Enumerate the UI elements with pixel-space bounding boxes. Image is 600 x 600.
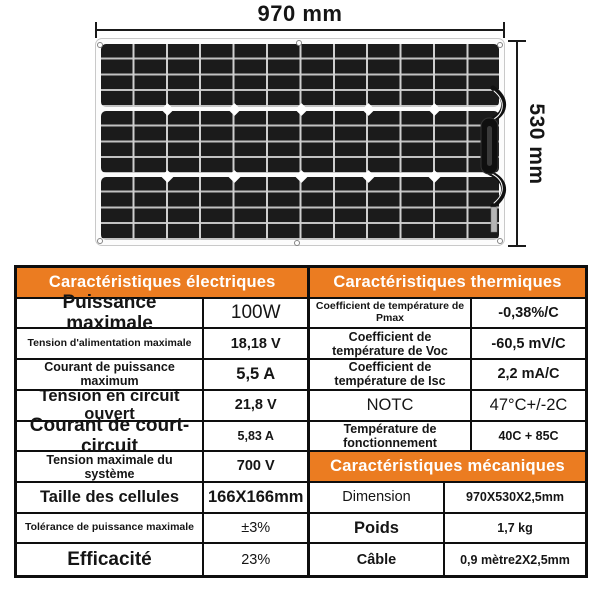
height-dimension-line — [508, 40, 526, 247]
spec-value: 100W — [230, 302, 281, 324]
mounting-hole — [97, 42, 103, 48]
spec-label: Coefficient de température de Isc — [310, 360, 472, 389]
spec-value: 700 V — [236, 458, 275, 475]
spec-value: 1,7 kg — [497, 520, 533, 535]
spec-label: Courant de court-circuit — [17, 415, 204, 457]
spec-label: Câble — [310, 544, 445, 575]
spec-value: 23% — [241, 551, 271, 568]
spec-row: Tension d'alimentation maximale 18,18 V — [17, 329, 308, 361]
spec-value: 21,8 V — [234, 397, 277, 414]
spec-row: Efficacité 23% — [17, 544, 307, 575]
junction-box — [480, 85, 506, 233]
spec-row: Courant de puissance maximum 5,5 A — [17, 360, 308, 391]
width-dimension-label: 970 mm — [257, 1, 343, 26]
spec-row: Coefficient de température de Pmax -0,38… — [310, 298, 585, 330]
spec-label: Dimension — [310, 482, 445, 512]
spec-row: Coefficient de température de Isc 2,2 mA… — [310, 360, 585, 391]
spec-label: Coefficient de température de Voc — [310, 329, 472, 359]
table-header-row: Caractéristiques électriques — [17, 268, 308, 299]
spec-row: Dimension 970X530X2,5mm — [310, 482, 585, 514]
cell-group — [101, 110, 499, 174]
spec-value: 0,9 mètre2X2,5mm — [460, 552, 570, 567]
spec-row: Puissance maximale 100W — [17, 292, 308, 334]
spec-label: Poids — [310, 513, 445, 543]
spec-value: 5,83 A — [237, 428, 274, 443]
spec-row: NOTC 47°C+/-2C — [310, 390, 585, 422]
spec-row: Coefficient de température de Voc -60,5 … — [310, 329, 585, 361]
solar-panel-image — [95, 38, 505, 246]
electrical-header: Caractéristiques électriques — [17, 268, 308, 297]
spec-row: Tolérance de puissance maximale ±3% — [17, 513, 308, 545]
spec-value: 18,18 V — [230, 335, 281, 352]
spec-table: Caractéristiques électriques Puissance m… — [14, 265, 588, 578]
table-header-row: Caractéristiques thermiques — [310, 268, 585, 299]
spec-value: -0,38%/C — [498, 304, 559, 321]
spec-label: Puissance maximale — [17, 292, 204, 334]
table-header-row: Caractéristiques mécaniques — [310, 452, 585, 483]
cell-group — [101, 44, 499, 107]
spec-row: Tension maximale du système 700 V — [17, 452, 308, 483]
mounting-hole — [97, 238, 103, 244]
spec-label: NOTC — [310, 390, 472, 420]
mounting-hole — [497, 238, 503, 244]
thermal-mechanical-table: Caractéristiques thermiques Coefficient … — [307, 268, 585, 575]
spec-value: 47°C+/-2C — [489, 395, 568, 414]
spec-row: Poids 1,7 kg — [310, 513, 585, 545]
mechanical-header: Caractéristiques mécaniques — [310, 452, 585, 481]
spec-label: Coefficient de température de Pmax — [310, 298, 472, 328]
spec-label: Température de fonctionnement — [310, 421, 472, 451]
cable-highlight — [489, 172, 503, 204]
cell-group — [101, 177, 499, 241]
spec-label: Courant de puissance maximum — [17, 360, 204, 389]
spec-row: Câble 0,9 mètre2X2,5mm — [310, 544, 585, 575]
spec-value: 5,5 A — [236, 365, 276, 384]
spec-label: Taille des cellules — [17, 482, 204, 512]
spec-value: 970X530X2,5mm — [466, 490, 564, 505]
width-dimension-line — [95, 22, 505, 38]
mounting-hole — [294, 240, 300, 246]
spec-value: 40C + 85C — [498, 428, 559, 443]
spec-label: Tension d'alimentation maximale — [17, 329, 204, 359]
spec-label: Tension maximale du système — [17, 452, 204, 481]
junction-box-slot — [487, 126, 492, 166]
spec-value: -60,5 mV/C — [491, 335, 566, 352]
mounting-hole — [296, 40, 302, 46]
spec-value: 166X166mm — [208, 488, 304, 506]
spec-row: Taille des cellules 166X166mm — [17, 482, 308, 514]
electrical-table: Caractéristiques électriques Puissance m… — [17, 268, 308, 575]
spec-row: Courant de court-circuit 5,83 A — [17, 415, 308, 457]
spec-row: Tension en circuit ouvert 21,8 V — [17, 387, 308, 423]
spec-label: Tension en circuit ouvert — [17, 387, 204, 423]
thermal-header: Caractéristiques thermiques — [310, 268, 585, 297]
spec-label: Tolérance de puissance maximale — [17, 513, 204, 543]
solar-cells-grid — [101, 44, 499, 241]
spec-value: 2,2 mA/C — [497, 366, 560, 383]
spec-value: ±3% — [241, 519, 271, 536]
spec-label: Efficacité — [17, 544, 204, 575]
spec-row: Température de fonctionnement 40C + 85C — [310, 421, 585, 453]
label-sticker — [490, 206, 498, 233]
mounting-hole — [497, 42, 503, 48]
